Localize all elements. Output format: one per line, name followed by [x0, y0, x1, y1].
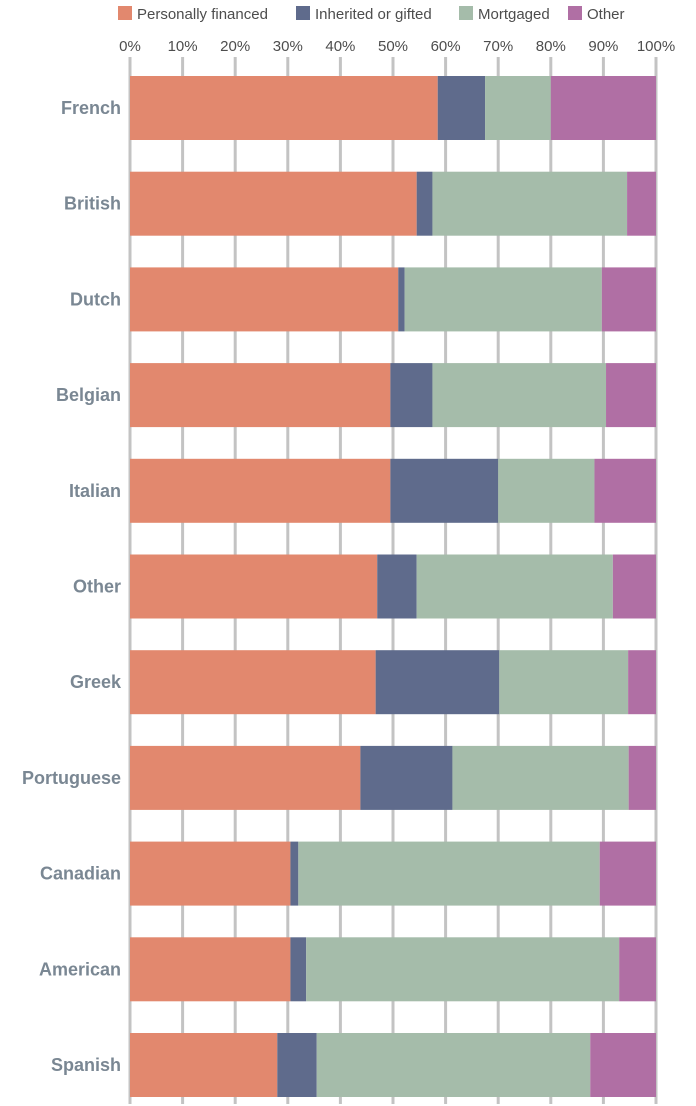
- bar-french-0: [130, 76, 438, 140]
- bar-other-3: [612, 554, 656, 619]
- bar-italian-0: [130, 458, 391, 523]
- bar-british-3: [627, 171, 656, 236]
- bar-french-2: [485, 76, 551, 140]
- tick-label-6: 60%: [431, 38, 461, 55]
- bar-american-2: [306, 937, 620, 1002]
- bar-british-2: [432, 171, 628, 236]
- category-label-3: Belgian: [56, 385, 121, 405]
- category-label-8: Canadian: [40, 864, 121, 884]
- bar-british-0: [130, 171, 417, 236]
- category-label-5: Other: [73, 577, 121, 597]
- bar-belgian-1: [390, 363, 433, 428]
- bar-italian-3: [594, 458, 656, 523]
- bar-portuguese-1: [360, 745, 453, 810]
- bar-belgian-0: [130, 363, 391, 428]
- category-label-1: British: [64, 194, 121, 214]
- tick-label-2: 20%: [220, 38, 250, 55]
- bar-dutch-2: [404, 267, 602, 332]
- category-label-7: Portuguese: [22, 768, 121, 788]
- legend-label-1: Inherited or gifted: [315, 6, 432, 23]
- tick-label-0: 0%: [119, 38, 141, 55]
- legend-swatch-0: [118, 6, 132, 20]
- bar-other-2: [416, 554, 613, 619]
- legend-label-2: Mortgaged: [478, 6, 550, 23]
- category-label-9: American: [39, 959, 121, 979]
- bar-belgian-2: [432, 363, 607, 428]
- bar-american-1: [290, 937, 307, 1002]
- bar-spanish-2: [316, 1033, 591, 1097]
- legend-label-0: Personally financed: [137, 6, 268, 23]
- bar-italian-1: [390, 458, 499, 523]
- bar-american-3: [619, 937, 656, 1002]
- bar-canadian-3: [599, 841, 656, 906]
- tick-label-3: 30%: [273, 38, 303, 55]
- bar-french-1: [437, 76, 486, 140]
- category-label-0: French: [61, 98, 121, 118]
- bar-dutch-1: [398, 267, 405, 332]
- bar-greek-1: [375, 650, 500, 715]
- bar-other-1: [377, 554, 417, 619]
- category-labels: French British Dutch Belgian Italian Other Gre…: [22, 98, 122, 1075]
- bar-spanish-0: [130, 1033, 278, 1097]
- tick-label-10: 100%: [637, 38, 675, 55]
- bar-belgian-3: [606, 363, 656, 428]
- bar-spanish-3: [590, 1033, 656, 1097]
- tick-label-5: 50%: [378, 38, 408, 55]
- bar-american-0: [130, 937, 291, 1002]
- tick-label-8: 80%: [536, 38, 566, 55]
- bar-spanish-1: [277, 1033, 317, 1097]
- bar-greek-2: [499, 650, 629, 715]
- bar-canadian-0: [130, 841, 291, 906]
- legend-swatch-1: [296, 6, 310, 20]
- bar-dutch-0: [130, 267, 399, 332]
- category-label-10: Spanish: [51, 1055, 121, 1075]
- bars: [130, 76, 656, 1097]
- bar-portuguese-3: [628, 745, 656, 810]
- bar-canadian-2: [298, 841, 600, 906]
- bar-portuguese-2: [452, 745, 629, 810]
- bar-french-3: [550, 76, 656, 140]
- category-label-6: Greek: [70, 672, 122, 692]
- bar-greek-3: [628, 650, 656, 715]
- x-axis-ticks: 0% 10% 20% 30% 40% 50% 60% 70% 80% 90% 100%: [119, 38, 675, 55]
- bar-portuguese-0: [130, 745, 361, 810]
- bar-italian-2: [498, 458, 595, 523]
- legend-label-3: Other: [587, 6, 625, 23]
- tick-label-1: 10%: [168, 38, 198, 55]
- legend-swatch-2: [459, 6, 473, 20]
- bar-canadian-1: [290, 841, 299, 906]
- bar-dutch-3: [601, 267, 656, 332]
- bar-other-0: [130, 554, 378, 619]
- category-label-2: Dutch: [70, 289, 121, 309]
- tick-label-4: 40%: [325, 38, 355, 55]
- tick-label-9: 90%: [588, 38, 618, 55]
- bar-british-1: [416, 171, 433, 236]
- legend-swatch-3: [568, 6, 582, 20]
- tick-label-7: 70%: [483, 38, 513, 55]
- category-label-4: Italian: [69, 481, 121, 501]
- legend: Personally financed Inherited or gifted Mo…: [118, 6, 625, 23]
- bar-greek-0: [130, 650, 376, 715]
